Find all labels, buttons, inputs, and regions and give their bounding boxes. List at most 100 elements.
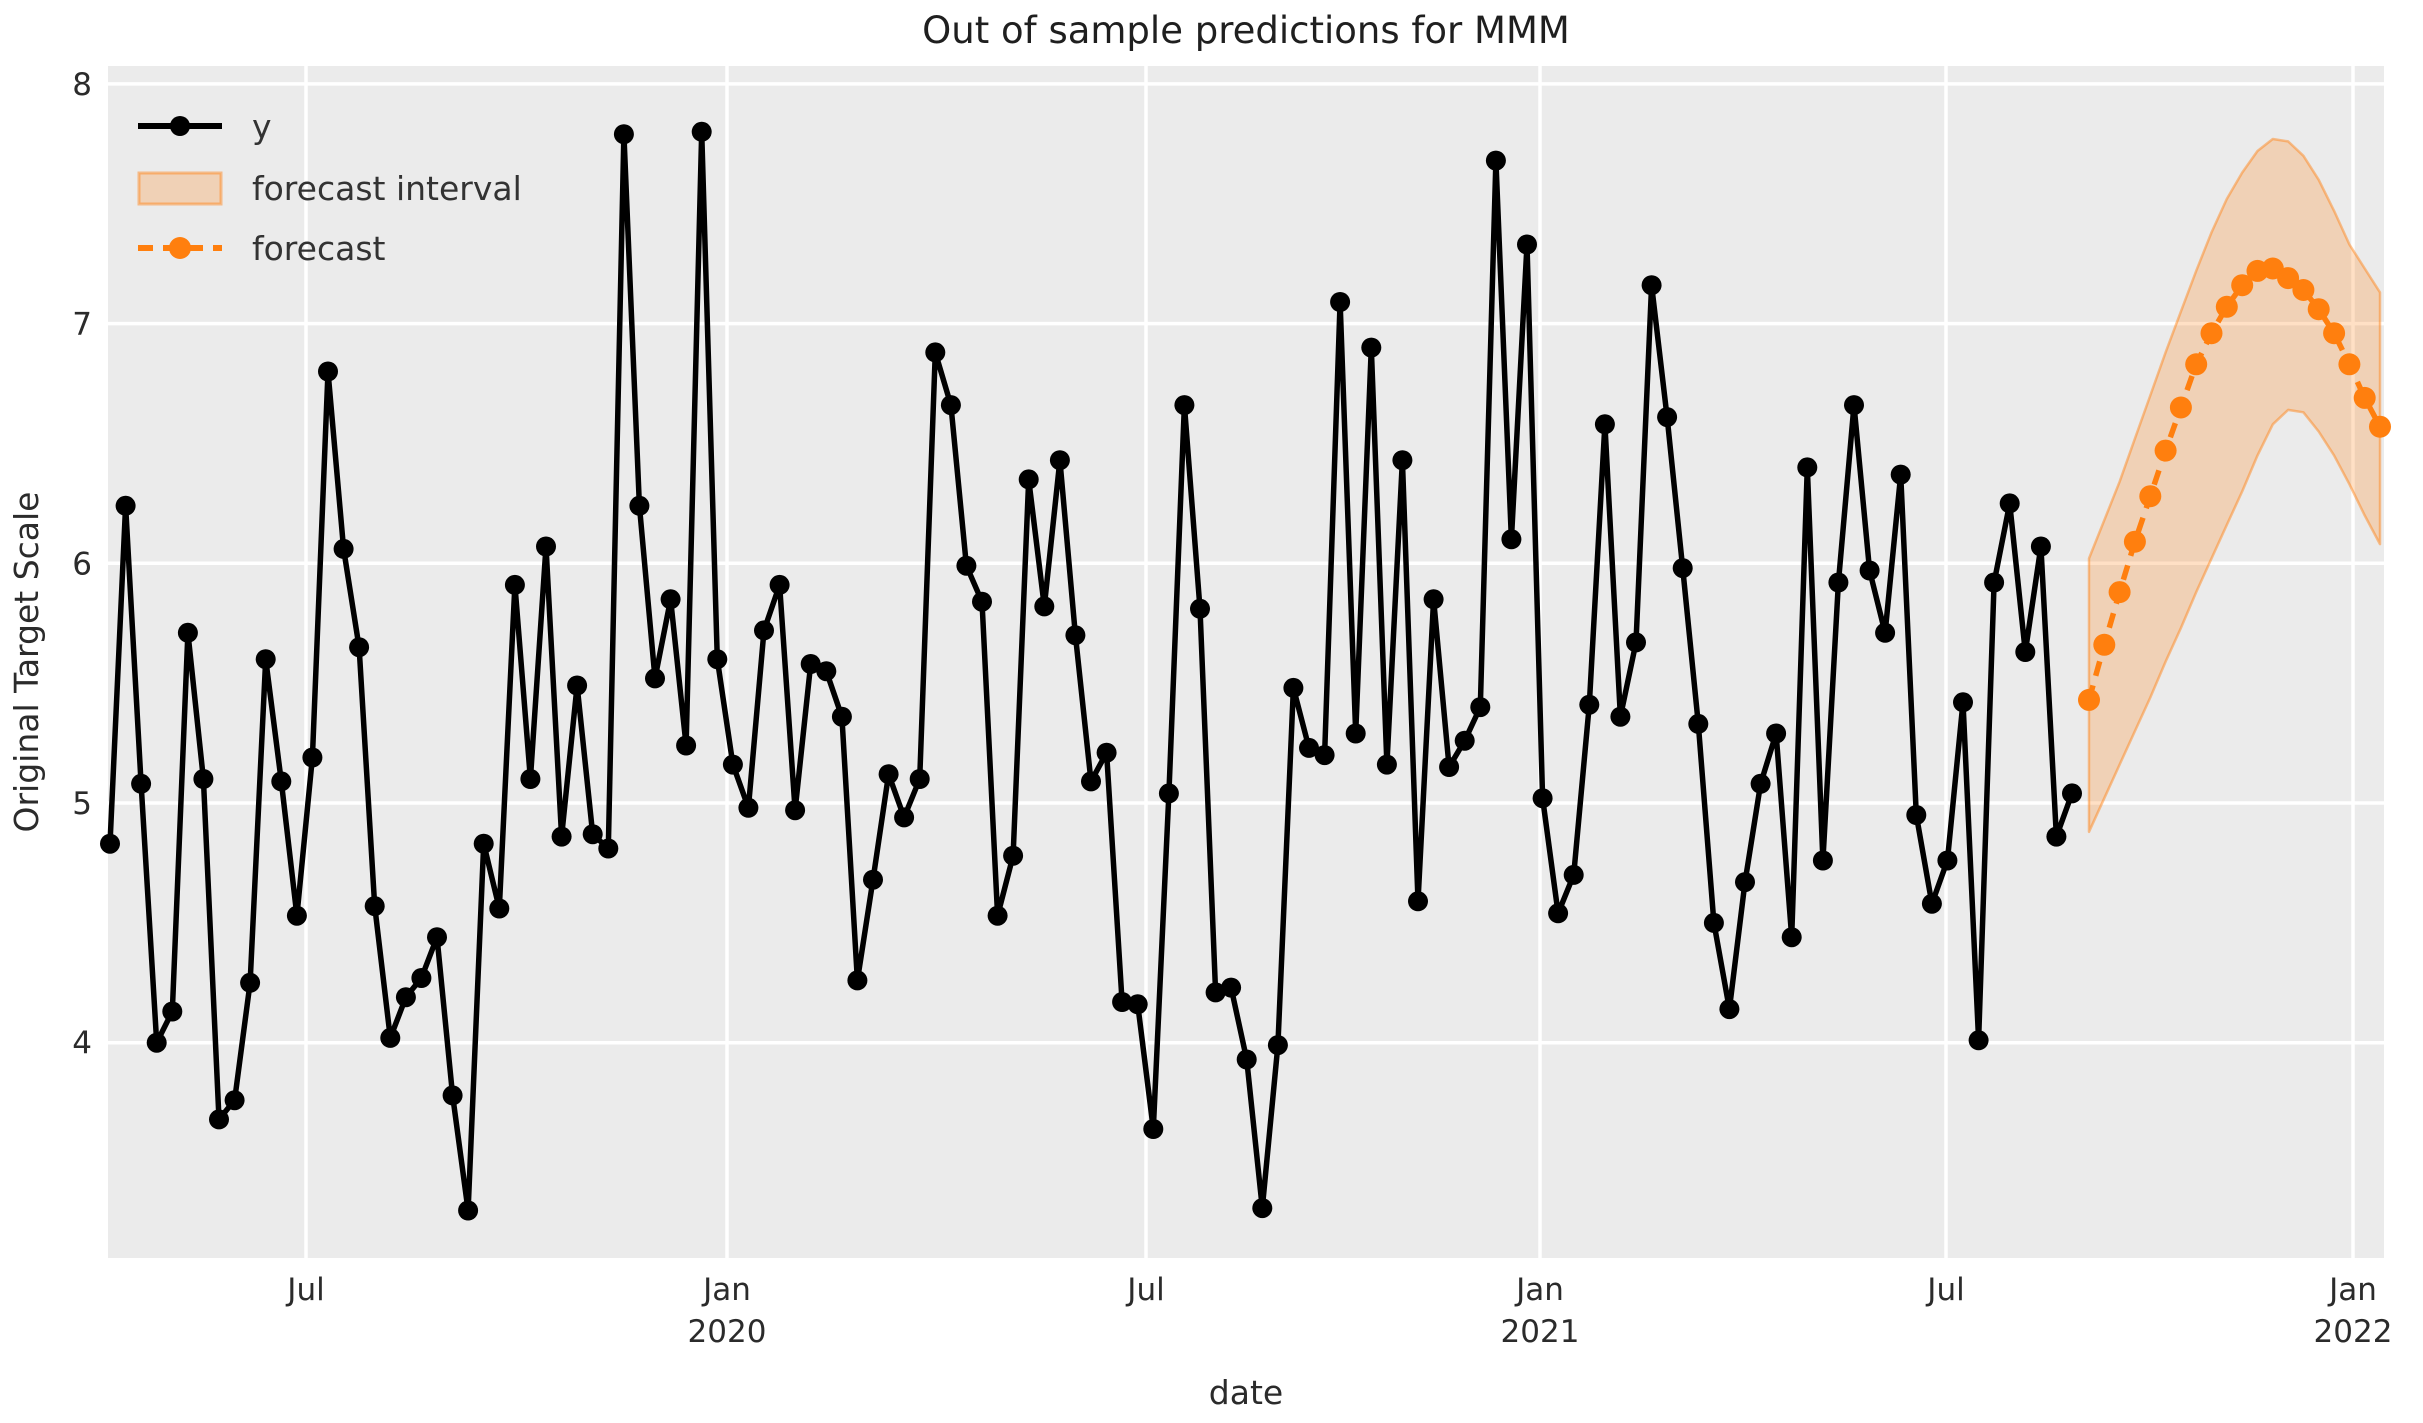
y-data-point: [894, 807, 915, 828]
y-data-point: [925, 342, 946, 363]
y-data-point: [1439, 757, 1460, 777]
y-data-point: [1719, 999, 1740, 1020]
y-data-point: [536, 536, 556, 557]
y-data-point: [1345, 723, 1366, 744]
y-data-point: [427, 927, 447, 948]
x-tick-year-label: 2020: [688, 1314, 767, 1350]
x-tick-label: Jul: [285, 1272, 324, 1308]
y-data-point: [1174, 395, 1195, 416]
y-data-point: [831, 706, 852, 727]
forecast-data-point: [2078, 688, 2100, 711]
y-data-point: [286, 905, 307, 926]
y-data-point: [411, 968, 432, 988]
interval-swatch-icon: [137, 171, 223, 206]
y-data-point: [1049, 450, 1070, 471]
legend: y forecast interval forecast: [137, 107, 522, 268]
y-data-point: [177, 622, 198, 643]
y-data-point: [1984, 572, 2005, 593]
y-data-point: [380, 1027, 401, 1048]
x-tick-label: Jan: [701, 1272, 751, 1308]
y-data-point: [333, 538, 354, 559]
y-data-point: [1594, 414, 1615, 435]
forecast-data-point: [2292, 279, 2315, 301]
y-data-point: [754, 620, 774, 641]
legend-label-forecast-interval: forecast interval: [252, 169, 522, 208]
y-data-point: [1517, 234, 1537, 255]
y-data-point: [302, 747, 323, 768]
forecast-interval-area: [2087, 137, 2382, 834]
y-data-point: [613, 124, 634, 145]
y-data-point: [1999, 493, 2020, 514]
y-data-point: [1470, 697, 1491, 718]
y-data-point: [395, 987, 416, 1008]
y-data-point: [1221, 977, 1242, 998]
forecast-data-point: [2169, 396, 2192, 419]
y-data-point: [567, 675, 588, 696]
y-data-point: [551, 826, 572, 847]
y-data-point: [1766, 723, 1787, 744]
y-data-point: [115, 495, 136, 516]
y-data-point: [972, 591, 992, 612]
legend-item-forecast: forecast: [138, 229, 386, 268]
y-tick-label: 6: [72, 546, 92, 582]
forecast-data-point: [2108, 581, 2131, 604]
y-data-point: [100, 833, 120, 854]
y-data-point: [1501, 529, 1522, 550]
y-data-point: [1797, 457, 1818, 478]
y-data-point: [769, 574, 790, 595]
y-data-point: [1408, 891, 1428, 912]
forecast-data-point: [2307, 298, 2330, 321]
forecast-data-point: [2200, 322, 2223, 345]
y-data-point: [224, 1090, 245, 1111]
y-tick-label: 8: [72, 67, 92, 103]
y-data-point: [1314, 745, 1335, 766]
y-data-point: [1018, 469, 1039, 490]
forecast-data-point: [2093, 633, 2116, 656]
y-data-point: [645, 668, 665, 689]
y-data-point: [940, 395, 961, 416]
y-data-point: [722, 754, 743, 775]
y-data-point: [1081, 771, 1101, 792]
y-axis-label: Original Target Scale: [7, 492, 46, 833]
legend-item-y: y: [138, 107, 272, 146]
y-data-point: [255, 649, 276, 670]
y-data-point: [1890, 464, 1911, 485]
forecast-line: [2086, 265, 2383, 701]
y-data-point: [1735, 872, 1755, 893]
y-data-point: [676, 735, 697, 756]
y-data-point: [473, 833, 494, 854]
y-data-point: [1205, 982, 1226, 1003]
forecast-data-point: [2123, 530, 2146, 553]
y-data-point: [785, 800, 806, 821]
y-data-point: [629, 495, 650, 516]
chart-title: Out of sample predictions for MMM: [922, 9, 1570, 52]
y-tick-label: 4: [72, 1026, 92, 1062]
y-data-point: [1781, 927, 1802, 948]
y-data-point: [1267, 1035, 1288, 1056]
x-tick-label: Jan: [2327, 1272, 2377, 1308]
y-data-point: [1236, 1049, 1257, 1070]
y-data-point: [504, 574, 525, 595]
y-data-point: [956, 555, 977, 576]
y-data-point: [1485, 150, 1506, 171]
y-data-point: [1283, 677, 1304, 698]
y-data-point: [240, 972, 261, 993]
y-data-point: [1703, 912, 1724, 933]
y-data-point: [1828, 572, 1849, 593]
y-data-point: [1859, 560, 1880, 581]
legend-item-forecast-interval: forecast interval: [137, 169, 522, 208]
y-data-point: [1112, 992, 1133, 1012]
forecast-data-point: [2323, 322, 2346, 345]
y-data-point: [909, 769, 930, 789]
y-data-point: [1641, 275, 1662, 296]
y-data-point: [349, 637, 370, 658]
y-data-point: [1532, 788, 1553, 809]
y-data-point: [1953, 692, 1973, 713]
legend-label-y: y: [252, 107, 272, 146]
forecast-data-point: [2215, 295, 2238, 318]
y-data-point: [1361, 337, 1382, 358]
forecast-data-point: [2231, 274, 2254, 297]
forecast-marker-icon: [169, 237, 191, 259]
